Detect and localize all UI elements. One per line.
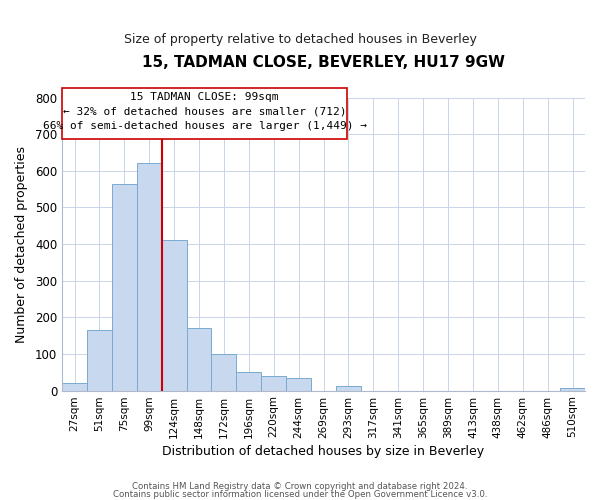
Bar — [261, 376, 286, 390]
Bar — [161, 240, 187, 390]
Bar — [62, 383, 87, 390]
FancyBboxPatch shape — [62, 88, 347, 139]
Bar — [336, 386, 361, 390]
Text: Contains public sector information licensed under the Open Government Licence v3: Contains public sector information licen… — [113, 490, 487, 499]
Title: 15, TADMAN CLOSE, BEVERLEY, HU17 9GW: 15, TADMAN CLOSE, BEVERLEY, HU17 9GW — [142, 55, 505, 70]
Text: 15 TADMAN CLOSE: 99sqm
← 32% of detached houses are smaller (712)
66% of semi-de: 15 TADMAN CLOSE: 99sqm ← 32% of detached… — [43, 92, 367, 131]
Bar — [187, 328, 211, 390]
Text: Contains HM Land Registry data © Crown copyright and database right 2024.: Contains HM Land Registry data © Crown c… — [132, 482, 468, 491]
Text: Size of property relative to detached houses in Beverley: Size of property relative to detached ho… — [124, 32, 476, 46]
Bar — [211, 354, 236, 391]
Bar — [286, 378, 311, 390]
Y-axis label: Number of detached properties: Number of detached properties — [15, 146, 28, 342]
Bar — [236, 372, 261, 390]
Bar — [112, 184, 137, 390]
Bar — [560, 388, 585, 390]
Bar — [137, 164, 161, 390]
Bar — [87, 330, 112, 390]
X-axis label: Distribution of detached houses by size in Beverley: Distribution of detached houses by size … — [163, 444, 485, 458]
